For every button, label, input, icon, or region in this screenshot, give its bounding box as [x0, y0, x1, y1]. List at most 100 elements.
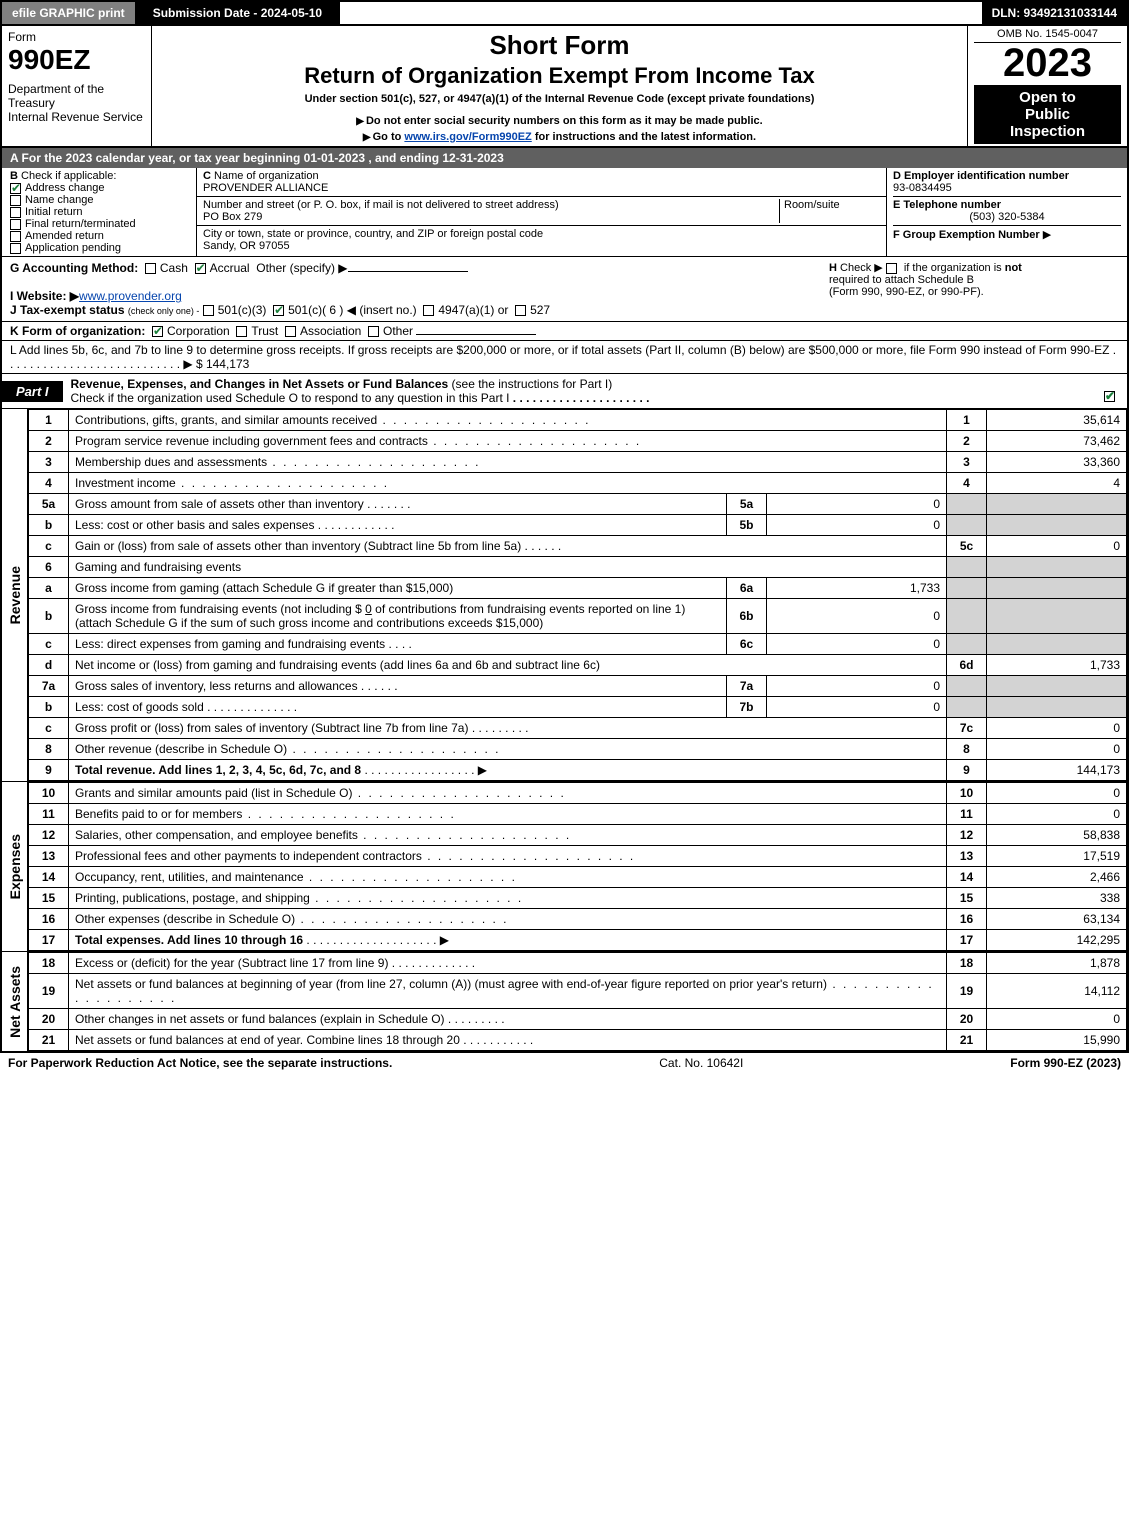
ein-value: 93-0834495 [893, 182, 952, 194]
line-9: 9Total revenue. Add lines 1, 2, 3, 4, 5c… [29, 760, 1127, 781]
chk-address-change[interactable] [10, 183, 21, 194]
chk-trust[interactable] [236, 326, 247, 337]
chk-name-change[interactable] [10, 195, 21, 206]
opt-address-change: Address change [25, 182, 105, 194]
opt-final-return: Final return/terminated [25, 218, 136, 230]
irs-label: Internal Revenue Service [8, 110, 145, 124]
expenses-section: Expenses 10Grants and similar amounts pa… [2, 782, 1127, 952]
opt-association: Association [300, 324, 361, 338]
k-label: K Form of organization: [10, 324, 145, 338]
line-14: 14Occupancy, rent, utilities, and mainte… [29, 867, 1127, 888]
chk-501c3[interactable] [203, 305, 214, 316]
form-number: 990EZ [8, 44, 145, 76]
line-12: 12Salaries, other compensation, and empl… [29, 825, 1127, 846]
col-d: D Employer identification number 93-0834… [887, 168, 1127, 256]
chk-4947[interactable] [423, 305, 434, 316]
opt-trust: Trust [251, 324, 278, 338]
goto-line: Go to www.irs.gov/Form990EZ for instruct… [162, 131, 957, 143]
chk-association[interactable] [285, 326, 296, 337]
line-20: 20Other changes in net assets or fund ba… [29, 1009, 1127, 1030]
irs-link[interactable]: www.irs.gov/Form990EZ [404, 131, 531, 143]
line-6a: aGross income from gaming (attach Schedu… [29, 578, 1127, 599]
row-l: L Add lines 5b, 6c, and 7b to line 9 to … [2, 341, 1127, 374]
room-suite-label: Room/suite [780, 199, 880, 223]
chk-527[interactable] [515, 305, 526, 316]
return-title: Return of Organization Exempt From Incom… [162, 63, 957, 89]
line-17: 17Total expenses. Add lines 10 through 1… [29, 930, 1127, 951]
group-label: F Group Exemption Number [893, 229, 1040, 241]
expenses-table: 10Grants and similar amounts paid (list … [28, 782, 1127, 951]
page-footer: For Paperwork Reduction Act Notice, see … [0, 1053, 1129, 1073]
header-left: Form 990EZ Department of the Treasury In… [2, 26, 152, 146]
line-16: 16Other expenses (describe in Schedule O… [29, 909, 1127, 930]
opt-application-pending: Application pending [25, 242, 121, 254]
chk-application-pending[interactable] [10, 243, 21, 254]
tax-year: 2023 [974, 43, 1121, 83]
line-6b: bGross income from fundraising events (n… [29, 599, 1127, 634]
chk-cash[interactable] [145, 263, 156, 274]
chk-h[interactable] [886, 263, 897, 274]
chk-other-org[interactable] [368, 326, 379, 337]
chk-initial-return[interactable] [10, 207, 21, 218]
opt-name-change: Name change [25, 194, 94, 206]
footer-right: Form 990-EZ (2023) [1010, 1056, 1121, 1070]
part1-label: Revenue, Expenses, and Changes in Net As… [63, 374, 1127, 408]
open-public-box: Open toPublicInspection [974, 85, 1121, 144]
line-5c: cGain or (loss) from sale of assets othe… [29, 536, 1127, 557]
footer-catno: Cat. No. 10642I [392, 1056, 1010, 1070]
line-19: 19Net assets or fund balances at beginni… [29, 974, 1127, 1009]
line-1: 1Contributions, gifts, grants, and simil… [29, 410, 1127, 431]
chk-schedule-o[interactable] [1104, 391, 1115, 402]
topbar-spacer [340, 2, 981, 24]
other-org-input[interactable] [416, 334, 536, 335]
chk-501c[interactable] [273, 305, 284, 316]
line-13: 13Professional fees and other payments t… [29, 846, 1127, 867]
chk-final-return[interactable] [10, 219, 21, 230]
row-g-h: G Accounting Method: Cash Accrual Other … [2, 257, 1127, 322]
addr-label: Number and street (or P. O. box, if mail… [203, 199, 559, 211]
line-15: 15Printing, publications, postage, and s… [29, 888, 1127, 909]
line-21: 21Net assets or fund balances at end of … [29, 1030, 1127, 1051]
header-center: Short Form Return of Organization Exempt… [152, 26, 967, 146]
revenue-section: Revenue 1Contributions, gifts, grants, a… [2, 409, 1127, 782]
opt-527: 527 [530, 303, 550, 317]
opt-501c: 501(c)( 6 ) ◀ (insert no.) [288, 303, 417, 317]
opt-initial-return: Initial return [25, 206, 82, 218]
city-label: City or town, state or province, country… [203, 228, 543, 240]
line-6: 6Gaming and fundraising events [29, 557, 1127, 578]
city-block: City or town, state or province, country… [197, 226, 886, 254]
line-8: 8Other revenue (describe in Schedule O)8… [29, 739, 1127, 760]
netassets-side-label: Net Assets [5, 962, 25, 1042]
efile-print-button[interactable]: efile GRAPHIC print [2, 2, 137, 24]
opt-4947: 4947(a)(1) or [438, 303, 508, 317]
website-link[interactable]: www.provender.org [79, 289, 182, 303]
line-7c: cGross profit or (loss) from sales of in… [29, 718, 1127, 739]
top-bar: efile GRAPHIC print Submission Date - 20… [2, 2, 1127, 26]
org-city: Sandy, OR 97055 [203, 240, 290, 252]
ein-label: D Employer identification number [893, 170, 1069, 182]
g-label: G Accounting Method: [10, 261, 138, 275]
opt-accrual: Accrual [210, 261, 250, 275]
line-5a: 5aGross amount from sale of assets other… [29, 494, 1127, 515]
under-section: Under section 501(c), 527, or 4947(a)(1)… [162, 93, 957, 105]
no-ssn-note: Do not enter social security numbers on … [162, 115, 957, 127]
header-right: OMB No. 1545-0047 2023 Open toPublicInsp… [967, 26, 1127, 146]
chk-accrual[interactable] [195, 263, 206, 274]
short-form-title: Short Form [162, 30, 957, 61]
line-7a: 7aGross sales of inventory, less returns… [29, 676, 1127, 697]
line-6c: cLess: direct expenses from gaming and f… [29, 634, 1127, 655]
line-10: 10Grants and similar amounts paid (list … [29, 783, 1127, 804]
expenses-side-label: Expenses [5, 830, 25, 903]
line-6d: dNet income or (loss) from gaming and fu… [29, 655, 1127, 676]
chk-amended-return[interactable] [10, 231, 21, 242]
line-3: 3Membership dues and assessments333,360 [29, 452, 1127, 473]
dln-label: DLN: 93492131033144 [982, 2, 1127, 24]
col-b: B Check if applicable: Address change Na… [2, 168, 197, 256]
revenue-table: 1Contributions, gifts, grants, and simil… [28, 409, 1127, 781]
other-specify-input[interactable] [348, 271, 468, 272]
submission-date: Submission Date - 2024-05-10 [137, 2, 340, 24]
tel-value: (503) 320-5384 [893, 211, 1121, 223]
opt-cash: Cash [160, 261, 188, 275]
chk-corporation[interactable] [152, 326, 163, 337]
j-sub: (check only one) - [128, 306, 200, 316]
